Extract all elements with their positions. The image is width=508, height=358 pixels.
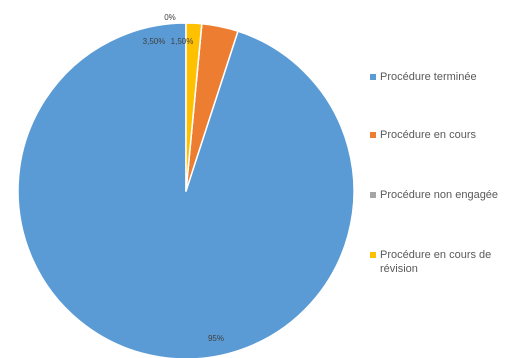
data-label-procedure-non-engagee: 0% xyxy=(164,13,176,22)
legend-label-procedure-en-cours: Procédure en cours xyxy=(380,129,476,141)
legend-item-procedure-non-engagee: Procédure non engagée xyxy=(370,188,504,202)
legend-swatch-procedure-en-cours-de-revision xyxy=(370,252,376,258)
data-label-procedure-en-cours: 3,50% xyxy=(143,37,166,46)
legend-label-procedure-en-cours-de-revision: Procédure en cours de révision xyxy=(380,249,492,275)
legend-item-procedure-terminee: Procédure terminée xyxy=(370,70,504,84)
pie-slice-procedure-terminee xyxy=(17,22,355,358)
data-label-procedure-terminee: 95% xyxy=(208,334,224,343)
legend-swatch-procedure-en-cours xyxy=(370,132,376,138)
legend-label-procedure-non-engagee: Procédure non engagée xyxy=(380,189,499,201)
legend-item-procedure-en-cours: Procédure en cours xyxy=(370,128,504,142)
pie-data-labels: 95% 3,50% 0% 1,50% xyxy=(143,13,224,343)
legend-swatch-procedure-terminee xyxy=(370,74,376,80)
legend-item-procedure-en-cours-de-revision: Procédure en cours de révision xyxy=(370,248,504,276)
pie-slice-procedure-en-cours-de-revision xyxy=(185,22,203,192)
pie-slices xyxy=(17,22,355,358)
legend-label-procedure-terminee: Procédure terminée xyxy=(380,71,477,83)
legend-swatch-procedure-non-engagee xyxy=(370,192,376,198)
data-label-procedure-en-cours-de-revision: 1,50% xyxy=(171,37,194,46)
